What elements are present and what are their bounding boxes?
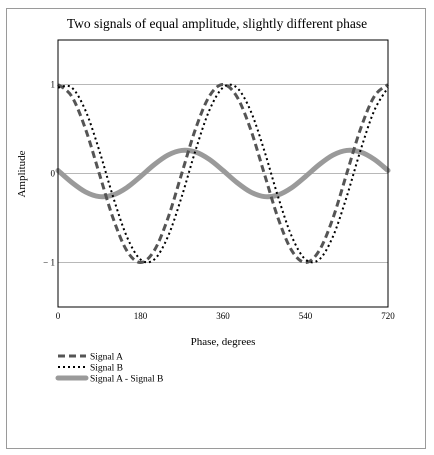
x-tick-label: 720 <box>381 311 395 321</box>
legend-label-3: Signal A - Signal B <box>90 375 163 385</box>
y-tick-label: − 1 <box>43 258 55 268</box>
y-tick-label: 1 <box>51 80 56 90</box>
chart-title: Two signals of equal amplitude, slightly… <box>67 16 367 31</box>
y-axis-label: Amplitude <box>16 150 28 197</box>
plot-area-frame <box>57 39 389 308</box>
y-tick-label: 0 <box>51 169 56 179</box>
x-axis-label: Phase, degrees <box>191 336 256 348</box>
series-line-1 <box>57 82 389 265</box>
series-line-2 <box>57 83 389 264</box>
x-tick-label: 360 <box>216 311 230 321</box>
x-tick-label: 180 <box>134 311 148 321</box>
x-tick-label: 540 <box>299 311 313 321</box>
legend-label-1: Signal A <box>90 353 123 363</box>
x-tick-label: 0 <box>56 311 61 321</box>
legend-label-2: Signal B <box>90 364 123 374</box>
series-line-3 <box>55 147 391 200</box>
